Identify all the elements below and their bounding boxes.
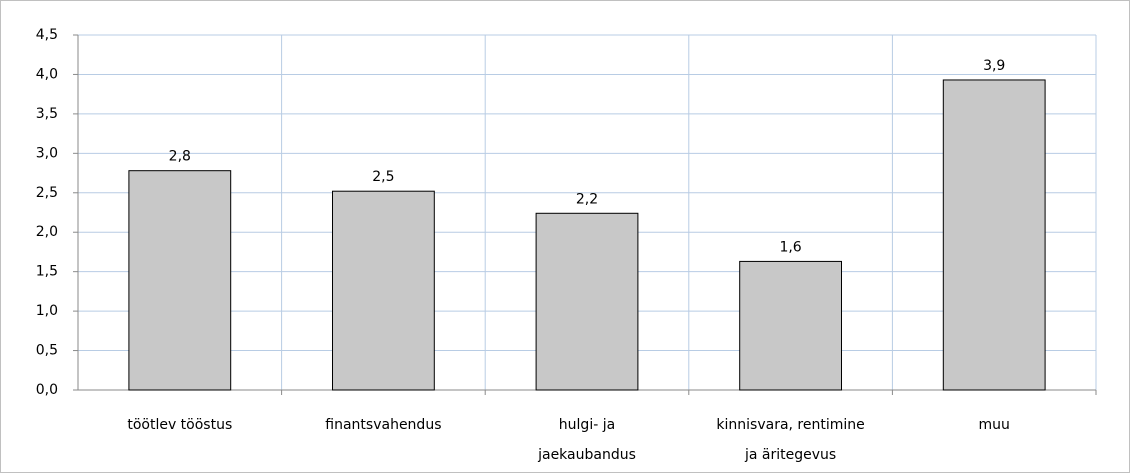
y-tick-label: 3,5 (36, 106, 58, 122)
bar (128, 170, 232, 391)
x-tick-label: finantsvahendus (325, 417, 442, 433)
y-tick-label: 4,0 (36, 66, 58, 82)
y-tick-label: 0,5 (36, 343, 58, 359)
x-tick-label: muu (978, 417, 1010, 433)
value-label: 2,5 (372, 169, 394, 185)
value-label: 2,2 (576, 191, 598, 207)
bar (332, 190, 435, 391)
y-tick-label: 2,5 (36, 185, 58, 201)
bar (739, 260, 843, 391)
value-label: 1,6 (779, 239, 801, 255)
y-tick-label: 3,0 (36, 145, 58, 161)
x-tick-label: kinnisvara, rentimine ja äritegevus (716, 417, 865, 463)
y-tick-label: 1,5 (36, 264, 58, 280)
bar (535, 212, 639, 391)
y-tick-label: 4,5 (36, 27, 58, 43)
y-tick-label: 2,0 (36, 224, 58, 240)
y-tick-label: 1,0 (36, 303, 58, 319)
x-tick-label: töötlev tööstus (127, 417, 233, 433)
value-label: 2,8 (169, 149, 191, 165)
x-tick-label: hulgi- ja jaekaubandus (538, 417, 636, 463)
bar (942, 79, 1046, 391)
value-label: 3,9 (983, 58, 1005, 74)
y-tick-label: 0,0 (36, 382, 58, 398)
